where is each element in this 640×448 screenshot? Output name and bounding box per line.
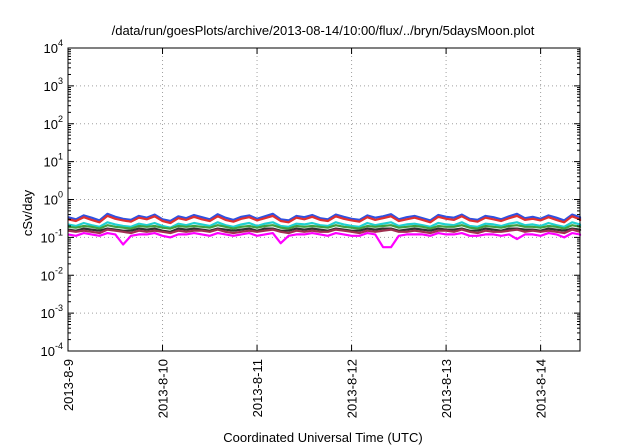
- series-line-2: [67, 214, 582, 225]
- y-tick-label: 10-2: [41, 265, 63, 283]
- x-tick-label: 2013-8-14: [534, 359, 549, 418]
- y-tick-label: 10-3: [41, 303, 63, 321]
- y-tick-label: 10-1: [41, 227, 63, 245]
- y-axis-label: cSv/day: [20, 189, 35, 236]
- x-axis-label: Coordinated Universal Time (UTC): [223, 430, 422, 445]
- y-tick-label: 103: [44, 76, 63, 94]
- x-tick-label: 2013-8-13: [439, 359, 454, 418]
- x-tick-label: 2013-8-10: [156, 359, 171, 418]
- series-line-4: [67, 224, 582, 230]
- y-tick-label: 102: [44, 114, 63, 132]
- series-line-7: [67, 232, 582, 249]
- x-tick-label: 2013-8-9: [61, 359, 76, 411]
- series-line-6: [67, 228, 581, 235]
- x-tick-label: 2013-8-12: [345, 359, 360, 418]
- series-line-3: [67, 221, 582, 229]
- grid: [68, 48, 580, 351]
- series-group: [67, 212, 582, 249]
- plot-frame: [67, 47, 581, 352]
- series-line-1: [67, 212, 582, 223]
- y-tick-label: 100: [44, 190, 63, 208]
- y-tick-label: 10-4: [41, 341, 63, 359]
- axes: 10-4 10-3 10-2 10-1 100 101 102 103 104 2013-8-9 2…: [41, 38, 581, 418]
- y-tick-label: 104: [44, 38, 63, 56]
- chart-title: /data/run/goesPlots/archive/2013-08-14/1…: [112, 23, 535, 38]
- x-tick-label: 2013-8-11: [250, 359, 265, 417]
- y-tick-label: 101: [44, 152, 63, 170]
